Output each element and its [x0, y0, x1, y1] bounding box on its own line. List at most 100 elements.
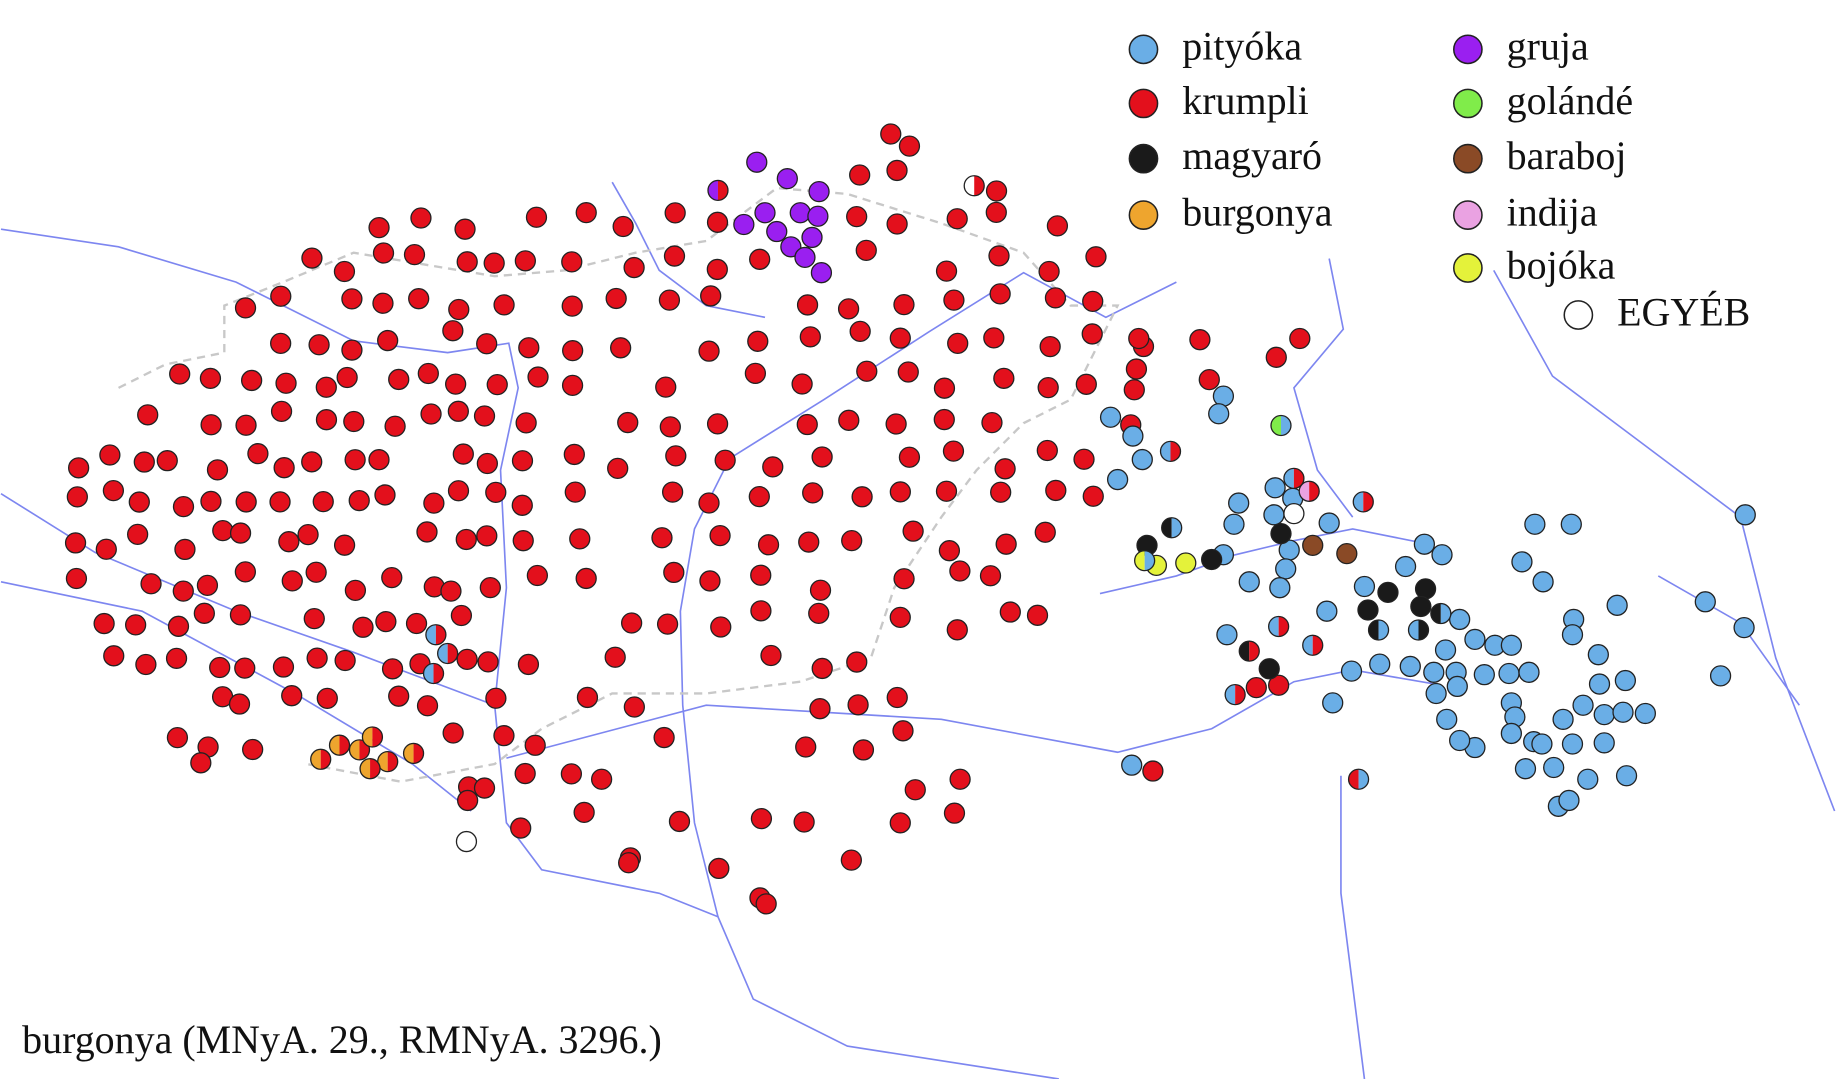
location-dot	[1612, 701, 1634, 723]
dot-half	[1368, 620, 1379, 640]
dot-outline	[1159, 440, 1182, 462]
location-dot	[156, 450, 178, 472]
location-dot	[789, 202, 811, 224]
location-dot	[377, 329, 399, 352]
location-dot	[422, 662, 445, 685]
location-dot	[744, 362, 767, 385]
location-dot	[172, 580, 194, 602]
location-dot	[512, 530, 534, 552]
location-dot	[698, 492, 720, 514]
dot-outline	[1298, 480, 1320, 502]
location-dot	[1142, 760, 1164, 782]
location-dot	[344, 449, 366, 471]
location-dot	[1413, 533, 1436, 555]
location-dot	[368, 216, 390, 239]
location-dot	[1500, 722, 1523, 745]
location-dot	[1302, 634, 1324, 656]
location-dot	[1298, 480, 1320, 502]
dot-half	[974, 175, 985, 196]
location-dot	[1449, 608, 1471, 631]
location-dot	[476, 452, 498, 475]
dot-half	[1430, 603, 1441, 624]
location-dot	[1518, 661, 1540, 683]
location-dot	[1423, 661, 1445, 683]
location-dot	[664, 202, 686, 224]
dot-half	[1378, 620, 1389, 640]
dot-outline	[1367, 619, 1390, 641]
location-dot	[1201, 548, 1223, 571]
location-dot	[384, 415, 406, 437]
location-dot	[963, 175, 985, 197]
dot-half	[1171, 517, 1182, 538]
location-dot	[811, 657, 833, 680]
location-dot	[988, 245, 1010, 267]
location-dot	[1369, 653, 1391, 675]
dot-half	[1160, 441, 1171, 462]
location-dot	[518, 337, 540, 359]
dot-half	[1440, 603, 1451, 624]
location-dot	[889, 606, 911, 629]
location-dot	[620, 612, 643, 634]
dot-outline	[425, 624, 447, 646]
dot-outline	[359, 758, 381, 780]
location-dot	[368, 449, 390, 471]
location-dot	[995, 533, 1017, 555]
location-dot	[127, 523, 149, 545]
location-dot	[137, 404, 159, 426]
location-dot	[420, 403, 442, 425]
dot-half	[1225, 684, 1236, 705]
location-dot	[1046, 215, 1069, 237]
location-dot	[889, 327, 911, 349]
dot-outline	[1270, 414, 1292, 437]
location-dot	[766, 220, 788, 243]
location-dot	[994, 458, 1016, 480]
location-dot	[949, 768, 971, 790]
location-dot	[281, 685, 303, 707]
location-dot	[348, 739, 371, 761]
location-dot	[1038, 260, 1060, 283]
location-dot	[125, 614, 147, 636]
location-dot	[425, 624, 447, 646]
location-dot	[1561, 624, 1584, 646]
dot-half	[437, 643, 448, 664]
location-dot	[760, 644, 782, 667]
location-dot	[442, 320, 464, 342]
dot-half	[310, 749, 321, 770]
location-dot	[1198, 369, 1220, 391]
location-dot	[333, 260, 356, 283]
location-dot	[1514, 758, 1537, 780]
location-dot	[706, 258, 728, 281]
location-dot	[234, 297, 257, 319]
location-dot	[315, 376, 337, 398]
location-dot	[524, 734, 546, 756]
location-dot	[1082, 485, 1104, 507]
location-dot	[1208, 403, 1230, 425]
legend-label: baraboj	[1507, 133, 1627, 178]
dot-half	[964, 175, 975, 196]
dot-outline	[310, 748, 332, 770]
location-dot	[417, 362, 439, 385]
legend-label: magyaró	[1182, 133, 1322, 178]
caption: burgonya (MNyA. 29., RMNyA. 3296.)	[22, 1017, 662, 1062]
location-dot	[310, 748, 332, 770]
dot-half	[1312, 635, 1323, 656]
location-dot	[851, 486, 873, 508]
location-dot	[93, 612, 115, 635]
location-dot	[569, 528, 591, 550]
location-dot	[933, 408, 955, 431]
location-dot	[706, 413, 729, 435]
dot-half	[370, 758, 381, 779]
location-dot	[1377, 581, 1399, 604]
dot-outline	[437, 642, 459, 665]
location-dot	[525, 206, 548, 228]
location-dot	[1593, 732, 1615, 754]
location-dot	[590, 768, 613, 790]
location-dot	[898, 446, 921, 468]
location-dot	[1367, 619, 1390, 641]
location-dot	[510, 817, 532, 839]
location-dot	[270, 285, 292, 307]
location-dot	[303, 607, 325, 630]
legend-label: burgonya	[1182, 189, 1332, 234]
location-dot	[190, 752, 212, 774]
location-dot	[377, 751, 399, 773]
